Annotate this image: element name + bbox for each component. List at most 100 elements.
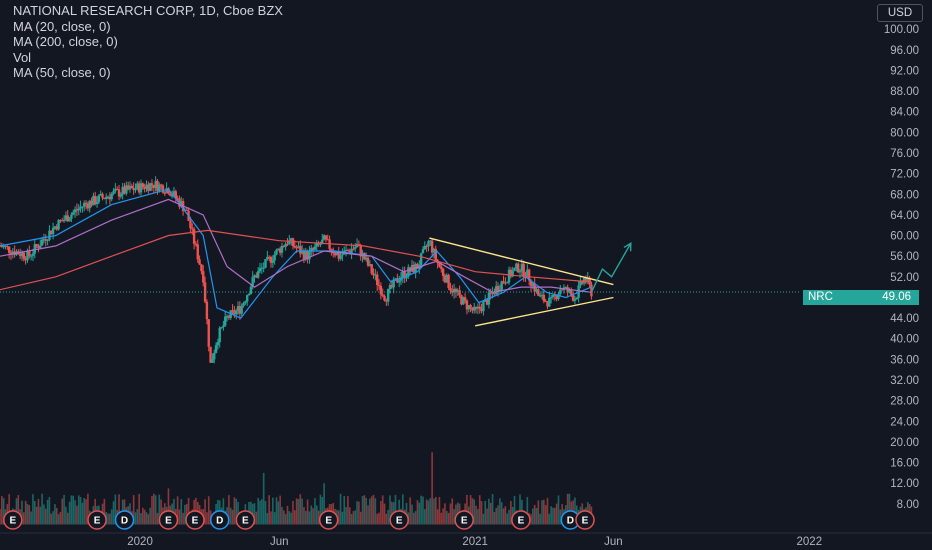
- candle-body: [253, 275, 256, 278]
- volume-bar: [32, 494, 34, 525]
- candle-body: [516, 263, 520, 273]
- candle-body: [529, 280, 533, 286]
- candle-body: [277, 248, 280, 250]
- event-marker-label: D: [121, 516, 128, 527]
- volume-bar: [132, 495, 135, 525]
- candle-body: [203, 282, 207, 302]
- candle-body: [101, 193, 104, 198]
- candle-body: [381, 294, 384, 296]
- volume-bar: [87, 493, 89, 525]
- volume-bar: [237, 501, 239, 525]
- volume-bar: [272, 497, 274, 525]
- event-marker-earnings[interactable]: [389, 510, 409, 530]
- candle-body: [59, 219, 62, 221]
- candle-body: [266, 256, 269, 259]
- legend-title[interactable]: NATIONAL RESEARCH CORP, 1D, Cboe BZX: [13, 3, 283, 18]
- candle-body: [372, 273, 375, 276]
- legend-ma20[interactable]: MA (20, close, 0): [13, 18, 111, 34]
- candle-body: [339, 255, 342, 259]
- volume-bar: [266, 512, 269, 525]
- chart-legend: NATIONAL RESEARCH CORP, 1D, Cboe BZX MA …: [13, 3, 283, 81]
- event-marker-earnings[interactable]: [575, 510, 595, 530]
- y-axis[interactable]: 100.00 96.00 92.00 88.00 84.00 80.00 76.00 72.0…: [884, 24, 919, 511]
- candle-body: [9, 252, 13, 255]
- candle-body: [573, 299, 577, 301]
- volume-bar: [72, 495, 75, 525]
- y-tick-label: 88.00: [890, 86, 919, 98]
- candle-body: [220, 327, 223, 329]
- volume-bar: [339, 493, 342, 525]
- event-marker-earnings[interactable]: [318, 510, 339, 530]
- volume-bar: [422, 496, 424, 525]
- candle-body: [299, 246, 302, 254]
- candle-body: [379, 285, 383, 295]
- candle-body: [575, 297, 578, 300]
- volume-bar: [541, 500, 543, 525]
- event-marker-dividend[interactable]: [209, 510, 230, 530]
- candle-body: [304, 251, 307, 260]
- event-marker-earnings[interactable]: [3, 510, 23, 530]
- volume-bar: [81, 502, 84, 525]
- candle-body: [152, 184, 156, 189]
- candle-body: [419, 253, 423, 266]
- x-axis[interactable]: 2020 Jun 2021 Jun 2022: [127, 536, 822, 548]
- candle-body: [564, 287, 567, 289]
- volume-bar: [574, 497, 576, 525]
- y-tick-label: 96.00: [890, 45, 919, 57]
- event-marker-earnings[interactable]: [235, 510, 256, 530]
- candle-body: [485, 299, 489, 305]
- candle-body: [588, 277, 591, 285]
- volume-bar: [136, 509, 139, 525]
- legend-ma50[interactable]: MA (50, close, 0): [13, 65, 111, 80]
- candle-body: [344, 250, 348, 252]
- candle-body: [425, 245, 428, 247]
- volume-bar: [206, 512, 208, 525]
- volume-bar: [149, 507, 151, 525]
- volume-bar: [109, 513, 111, 525]
- volume-bar: [158, 494, 161, 525]
- volume-bar: [440, 512, 443, 525]
- event-marker-earnings[interactable]: [185, 510, 205, 530]
- legend-vol[interactable]: Vol: [13, 49, 32, 65]
- candle-body: [295, 247, 298, 249]
- candle-body: [73, 209, 77, 213]
- support-trendline: [475, 296, 614, 327]
- candle-body: [397, 280, 401, 283]
- candle-body: [110, 193, 113, 200]
- event-marker-earnings[interactable]: [511, 510, 531, 530]
- volume-bar: [273, 512, 276, 525]
- candle-body: [97, 195, 101, 202]
- volume-bar: [24, 500, 27, 525]
- volume-bar: [381, 495, 384, 525]
- volume-bar: [281, 506, 283, 525]
- candle-body: [137, 183, 141, 193]
- event-marker-earnings[interactable]: [158, 510, 179, 530]
- candle-body: [330, 248, 333, 251]
- event-marker-dividend[interactable]: [114, 510, 135, 530]
- candle-body: [460, 295, 463, 305]
- volume-bar: [228, 495, 230, 525]
- event-marker-earnings[interactable]: [87, 510, 107, 530]
- candle-body: [51, 227, 55, 235]
- candle-body: [22, 252, 26, 259]
- volume-bar: [489, 502, 492, 525]
- volume-bar: [526, 496, 529, 525]
- candle-body: [440, 266, 443, 269]
- volume-bar: [83, 498, 86, 525]
- currency-button[interactable]: USD: [877, 4, 923, 22]
- volume-bar: [557, 495, 560, 525]
- candle-body: [163, 192, 166, 194]
- candle-body: [222, 325, 225, 328]
- x-tick-label: Jun: [604, 536, 623, 548]
- event-marker-earnings[interactable]: [454, 510, 474, 530]
- volume-bar: [488, 498, 490, 525]
- candle-body: [66, 215, 69, 222]
- volume-bar: [151, 496, 153, 525]
- candle-body: [286, 243, 289, 245]
- volume-bar: [295, 498, 298, 525]
- volume-bar: [26, 503, 29, 525]
- candle-body: [242, 303, 245, 307]
- legend-ma200[interactable]: MA (200, close, 0): [13, 34, 118, 49]
- volume-bar: [253, 503, 256, 525]
